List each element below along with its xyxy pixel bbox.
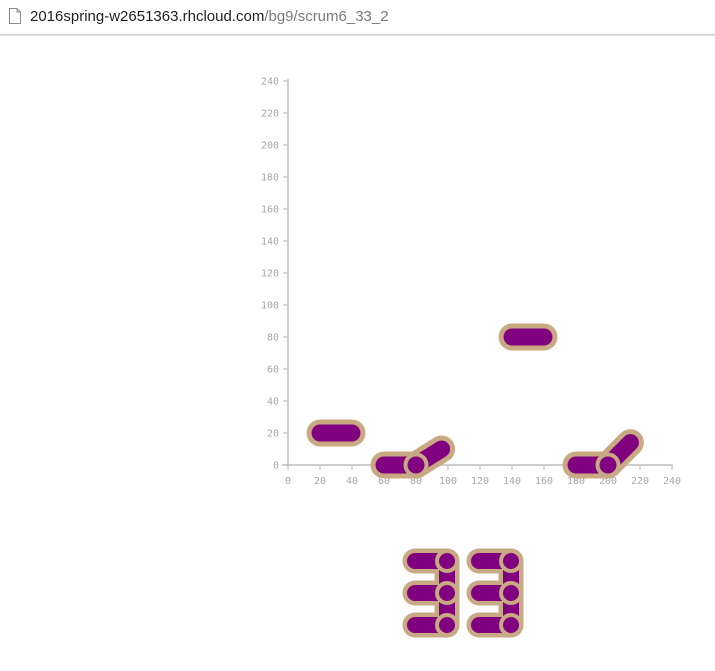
y-tick-label: 200 [261, 141, 279, 152]
x-tick-label: 220 [631, 476, 649, 487]
y-tick-label: 40 [267, 397, 279, 408]
url-path: /bg9/scrum6_33_2 [264, 8, 389, 25]
digit-joint [499, 581, 523, 605]
y-tick-label: 240 [261, 77, 279, 88]
digit-joint [435, 549, 459, 573]
url-host: 2016spring-w2651363.rhcloud.com [30, 8, 265, 25]
url-text[interactable]: 2016spring-w2651363.rhcloud.com/bg9/scru… [30, 8, 389, 26]
address-bar[interactable]: 2016spring-w2651363.rhcloud.com/bg9/scru… [0, 0, 715, 35]
x-tick-label: 240 [663, 476, 681, 487]
y-tick-label: 140 [261, 237, 279, 248]
y-tick-label: 120 [261, 269, 279, 280]
digit-joint [435, 613, 459, 637]
digit-joint [435, 581, 459, 605]
y-tick-label: 60 [267, 365, 279, 376]
digit-joint [499, 613, 523, 637]
y-tick-label: 220 [261, 109, 279, 120]
digit-joint [499, 549, 523, 573]
joint-circle [403, 452, 429, 478]
page-content: 0 20 40 60 80 100 120 140 160 180 200 220 240 0 20 40 60… [0, 35, 715, 667]
x-tick-label: 60 [378, 476, 390, 487]
joint-circle [595, 452, 621, 478]
x-tick-label: 40 [346, 476, 358, 487]
x-tick-label: 120 [471, 476, 489, 487]
y-tick-label: 0 [273, 461, 279, 472]
y-tick-label: 80 [267, 333, 279, 344]
x-tick-label: 200 [599, 476, 617, 487]
y-tick-label: 160 [261, 205, 279, 216]
x-tick-label: 160 [535, 476, 553, 487]
y-tick-label: 100 [261, 301, 279, 312]
x-tick-label: 0 [285, 476, 291, 487]
x-tick-label: 80 [410, 476, 422, 487]
y-tick-label: 20 [267, 429, 279, 440]
page-icon [9, 8, 21, 24]
robot-chart: 0 20 40 60 80 100 120 140 160 180 200 220 240 0 20 40 60… [261, 77, 681, 638]
x-tick-label: 100 [439, 476, 457, 487]
y-tick-label: 180 [261, 173, 279, 184]
x-tick-label: 180 [567, 476, 585, 487]
x-tick-label: 140 [503, 476, 521, 487]
x-tick-label: 20 [314, 476, 326, 487]
